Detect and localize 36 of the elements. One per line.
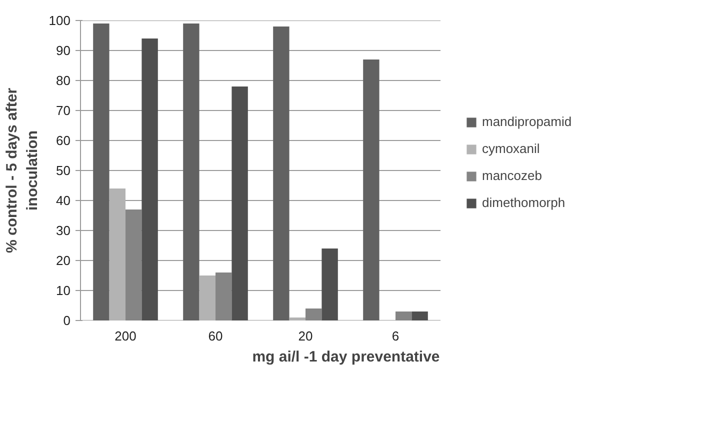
y-tick-label: 100	[48, 13, 71, 28]
x-tick-label: 60	[208, 328, 223, 344]
bar	[289, 318, 306, 320]
bar	[109, 188, 126, 320]
y-tick-label: 50	[56, 163, 71, 178]
bar	[273, 26, 290, 320]
bar	[216, 272, 232, 320]
x-tick-label: 6	[392, 328, 400, 344]
bar	[142, 38, 158, 320]
bar	[322, 248, 338, 320]
y-tick-label: 60	[56, 133, 71, 148]
bar	[199, 276, 216, 320]
legend-label: mancozeb	[482, 168, 542, 183]
legend-label: mandipropamid	[482, 114, 572, 129]
y-tick-label: 70	[56, 103, 71, 118]
y-tick-label: 0	[63, 313, 71, 328]
bar	[93, 24, 110, 320]
bar	[412, 312, 428, 320]
y-tick-label: 10	[56, 283, 71, 298]
y-tick-label: 90	[56, 43, 71, 58]
x-tick-label: 200	[114, 328, 136, 344]
legend-label: dimethomorph	[482, 195, 566, 210]
y-tick-label: 20	[56, 253, 71, 268]
y-tick-label: 30	[56, 223, 71, 238]
bar	[363, 60, 380, 320]
x-tick-label: 20	[298, 328, 313, 344]
x-axis-title: mg ai/l -1 day preventative	[252, 348, 440, 366]
y-axis-title: % control - 5 days after inoculation	[3, 88, 41, 254]
bar	[306, 308, 322, 320]
bar	[183, 24, 200, 320]
y-tick-label: 40	[56, 193, 71, 208]
bar	[396, 312, 412, 320]
y-tick-label: 80	[56, 73, 71, 88]
bar	[126, 210, 142, 320]
bar	[232, 86, 248, 320]
legend-label: cymoxanil	[482, 141, 540, 156]
